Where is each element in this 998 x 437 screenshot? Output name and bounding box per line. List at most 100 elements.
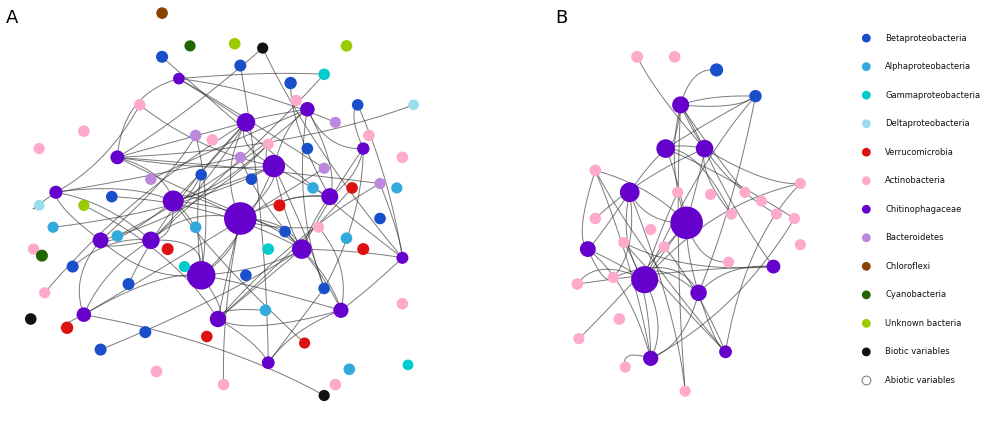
- Point: [305, 184, 321, 191]
- Point: [282, 80, 298, 87]
- Point: [372, 180, 388, 187]
- Point: [372, 215, 388, 222]
- Point: [132, 101, 148, 108]
- Point: [858, 234, 874, 241]
- Point: [177, 263, 193, 270]
- Point: [858, 263, 874, 270]
- Point: [182, 42, 198, 49]
- Point: [23, 316, 39, 323]
- Point: [344, 184, 360, 191]
- Point: [587, 215, 603, 222]
- Point: [616, 239, 632, 246]
- Point: [611, 316, 628, 323]
- Text: Betaproteobacteria: Betaproteobacteria: [885, 34, 967, 42]
- Point: [630, 53, 646, 60]
- Point: [265, 163, 281, 170]
- Point: [310, 224, 326, 231]
- Point: [149, 368, 165, 375]
- Point: [31, 145, 47, 152]
- Point: [587, 167, 603, 174]
- Point: [260, 359, 276, 366]
- Point: [188, 224, 204, 231]
- Point: [154, 10, 170, 17]
- Point: [293, 246, 309, 253]
- Point: [299, 145, 315, 152]
- Text: Unknown bacteria: Unknown bacteria: [885, 319, 961, 328]
- Point: [333, 307, 349, 314]
- Text: Verrucomicrobia: Verrucomicrobia: [885, 148, 954, 157]
- Point: [622, 189, 638, 196]
- Point: [858, 63, 874, 70]
- Text: Abiotic variables: Abiotic variables: [885, 376, 955, 385]
- Point: [697, 145, 713, 152]
- Point: [93, 237, 109, 244]
- Text: Deltaproteobacteria: Deltaproteobacteria: [885, 119, 970, 128]
- Point: [299, 106, 315, 113]
- Point: [227, 40, 243, 47]
- Point: [792, 241, 808, 248]
- Text: Chloroflexi: Chloroflexi: [885, 262, 930, 271]
- Point: [643, 355, 659, 362]
- Point: [691, 289, 707, 296]
- Point: [673, 101, 689, 108]
- Point: [718, 348, 734, 355]
- Point: [233, 62, 249, 69]
- Point: [166, 198, 182, 205]
- Point: [748, 93, 763, 100]
- Point: [188, 132, 204, 139]
- Point: [238, 272, 253, 279]
- Point: [605, 274, 621, 281]
- Point: [858, 206, 874, 213]
- Text: Alphaproteobacteria: Alphaproteobacteria: [885, 62, 971, 71]
- Point: [31, 202, 47, 209]
- Point: [260, 141, 276, 148]
- Point: [858, 149, 874, 156]
- Point: [405, 101, 421, 108]
- Point: [569, 281, 585, 288]
- Point: [288, 97, 304, 104]
- Point: [233, 215, 249, 222]
- Point: [858, 92, 874, 99]
- Point: [394, 154, 410, 161]
- Point: [679, 219, 695, 226]
- Point: [238, 119, 253, 126]
- Point: [786, 215, 802, 222]
- Point: [160, 246, 176, 253]
- Point: [349, 101, 365, 108]
- Point: [316, 392, 332, 399]
- Point: [316, 165, 332, 172]
- Point: [571, 335, 587, 342]
- Point: [143, 176, 159, 183]
- Point: [670, 189, 686, 196]
- Point: [277, 228, 293, 235]
- Point: [194, 272, 210, 279]
- Text: A: A: [6, 9, 18, 27]
- Point: [667, 53, 683, 60]
- Point: [703, 191, 719, 198]
- Point: [257, 307, 273, 314]
- Point: [858, 348, 874, 355]
- Point: [361, 132, 377, 139]
- Point: [45, 224, 61, 231]
- Point: [216, 381, 232, 388]
- Point: [858, 35, 874, 42]
- Point: [110, 154, 126, 161]
- Text: Gammaproteobacteria: Gammaproteobacteria: [885, 90, 980, 100]
- Point: [858, 291, 874, 298]
- Point: [260, 246, 276, 253]
- Text: Chitinophagaceae: Chitinophagaceae: [885, 205, 961, 214]
- Point: [205, 136, 221, 143]
- Point: [858, 177, 874, 184]
- Text: Actinobacteria: Actinobacteria: [885, 176, 946, 185]
- Text: Bacteroidetes: Bacteroidetes: [885, 233, 944, 242]
- Point: [65, 263, 81, 270]
- Point: [271, 202, 287, 209]
- Point: [327, 119, 343, 126]
- Point: [724, 211, 740, 218]
- Point: [34, 252, 50, 259]
- Point: [210, 316, 226, 323]
- Point: [316, 285, 332, 292]
- Point: [338, 235, 354, 242]
- Point: [858, 320, 874, 327]
- Point: [327, 381, 343, 388]
